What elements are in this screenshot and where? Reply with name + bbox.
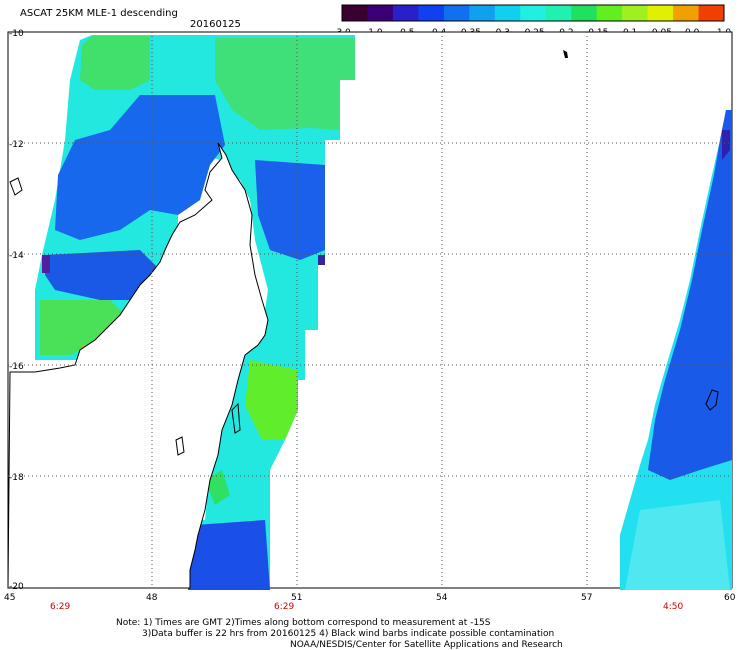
footnotes: Note: 1) Times are GMT 2)Times along bot…: [116, 618, 563, 650]
lon-label: 51: [291, 593, 302, 603]
note-line: NOAA/NESDIS/Center for Satellite Applica…: [290, 640, 563, 650]
color-scale-swatch: [571, 5, 598, 21]
map-grid: [8, 32, 732, 588]
color-scale-swatch: [418, 5, 445, 21]
swath-west-dark-pixel: [42, 255, 50, 273]
color-scale-frame: [341, 4, 725, 22]
longitude-labels: 45 48 51 54 57 60: [4, 593, 736, 603]
madagascar-landmass: [7, 142, 269, 589]
color-scale-swatch: [342, 5, 368, 21]
lat-label: -14: [9, 251, 24, 261]
map-title: ASCAT 25KM MLE-1 descending: [20, 8, 178, 19]
swath-west-green-central: [245, 360, 298, 440]
map-area: -10 -12 -14 -16 -18 -20: [7, 29, 733, 592]
latitude-labels: -10 -12 -14 -16 -18 -20: [9, 29, 24, 592]
swath-east-light-south: [625, 500, 730, 590]
swath-west-dark-pixel-ne: [318, 255, 325, 265]
island-marker-comoros: [9, 177, 23, 196]
color-scale-swatch: [622, 5, 649, 21]
lat-label: -12: [9, 140, 24, 150]
swath-west-green-north: [80, 36, 150, 90]
color-scale-swatch: [469, 5, 496, 21]
swath-east-blue-band: [648, 110, 732, 480]
island-marker-sainte-marie: [231, 402, 241, 434]
color-scale-bar: [341, 4, 725, 22]
lon-label: 45: [4, 593, 15, 603]
note-line: Note: 1) Times are GMT 2)Times along bot…: [116, 618, 491, 628]
swath-west-blue-lower: [45, 250, 160, 300]
swath-west-blue-south: [188, 520, 270, 590]
color-scale-swatch: [596, 5, 623, 21]
color-scale-swatch: [443, 5, 470, 21]
color-scale-swatch: [392, 5, 419, 21]
color-scale-swatch: [520, 5, 547, 21]
swath-west-blue-core: [55, 95, 225, 240]
color-scale-swatch: [494, 5, 521, 21]
pass-times: 6:29 6:29 4:50: [50, 602, 683, 612]
note-line: 3)Data buffer is 22 hrs from 20160125 4)…: [142, 629, 554, 639]
color-scale-swatch: [545, 5, 572, 21]
lat-label: -16: [9, 362, 24, 372]
lat-label: -20: [9, 582, 24, 592]
color-scale-swatch: [367, 5, 394, 21]
lat-label: -10: [9, 29, 24, 39]
pass-time-label: 6:29: [274, 602, 294, 612]
swath-east-dark-edge: [722, 130, 730, 160]
lat-label: -18: [9, 473, 24, 483]
island-marker-small: [175, 436, 185, 456]
pass-time-label: 4:50: [663, 602, 683, 612]
swath-west-green-upper: [215, 38, 355, 130]
wind-swath-west: [35, 35, 355, 590]
lon-label: 57: [581, 593, 592, 603]
swath-west-green-south: [40, 300, 130, 355]
color-scale-swatch: [698, 5, 725, 21]
pass-time-label: 6:29: [50, 602, 70, 612]
lon-label: 48: [146, 593, 158, 603]
island-marker-northeast: [563, 50, 568, 58]
wind-swath-east: [620, 110, 732, 590]
lon-label: 60: [724, 593, 736, 603]
map-date: 20160125: [190, 19, 241, 30]
color-scale-swatch: [673, 5, 700, 21]
lon-label: 54: [436, 593, 448, 603]
swath-west-green-spot: [205, 470, 230, 505]
color-scale-swatch: [647, 5, 674, 21]
island-marker-mauritius: [705, 389, 719, 411]
swath-west-blue-east: [255, 160, 325, 260]
